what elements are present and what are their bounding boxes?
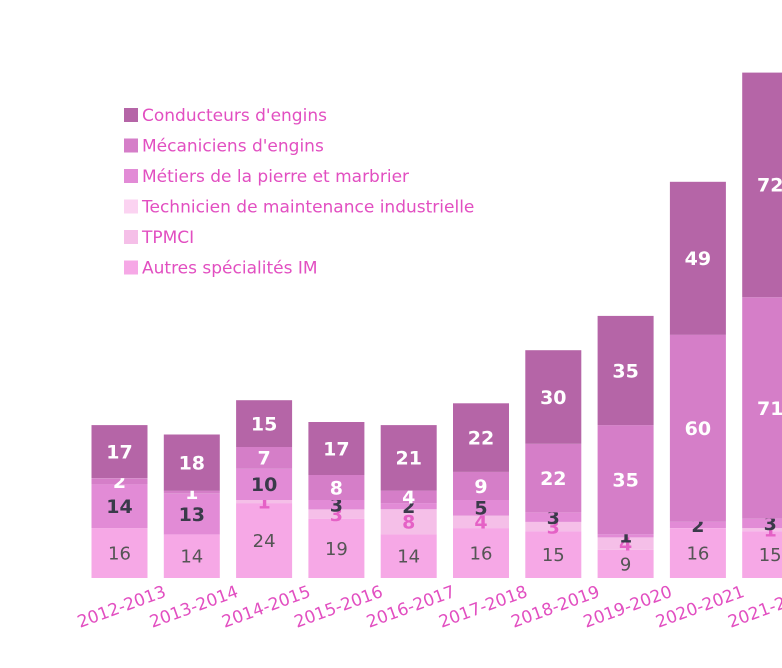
data-label: 22 <box>540 468 566 490</box>
legend-swatch <box>124 108 138 122</box>
data-label: 18 <box>179 452 205 474</box>
data-label: 21 <box>395 448 421 470</box>
data-label: 17 <box>106 442 132 464</box>
data-label: 7 <box>257 448 270 470</box>
data-label: 5 <box>474 498 487 520</box>
legend-label: Métiers de la pierre et marbrier <box>142 167 409 187</box>
legend-swatch <box>124 230 138 244</box>
data-label: 15 <box>251 413 277 435</box>
data-label: 49 <box>685 248 711 270</box>
data-label: 8 <box>330 477 343 499</box>
legend-label: Technicien de maintenance industrielle <box>141 198 474 218</box>
legend-item: Conducteurs d'engins <box>124 106 327 126</box>
legend-item: Métiers de la pierre et marbrier <box>124 167 409 187</box>
data-label: 72 <box>757 175 782 197</box>
data-label: 14 <box>397 547 420 568</box>
data-label: 35 <box>612 470 638 492</box>
data-label: 16 <box>470 544 493 565</box>
data-label: 9 <box>474 476 487 498</box>
data-label: 16 <box>108 544 131 565</box>
data-label: 14 <box>106 496 132 518</box>
data-label: 15 <box>542 545 565 566</box>
data-label: 14 <box>180 547 203 568</box>
data-label: 10 <box>251 474 277 496</box>
legend-item: Technicien de maintenance industrielle <box>124 198 474 218</box>
data-label: 9 <box>620 554 631 575</box>
legend-label: Autres spécialités IM <box>142 259 318 279</box>
legend-item: Autres spécialités IM <box>124 259 318 279</box>
legend-label: Conducteurs d'engins <box>142 106 327 126</box>
legend-swatch <box>124 261 138 275</box>
data-label: 22 <box>468 427 494 449</box>
legend-item: Mécaniciens d'engins <box>124 137 324 157</box>
data-label: 60 <box>685 418 711 440</box>
data-label: 17 <box>323 438 349 460</box>
legend: Conducteurs d'engins Mécaniciens d'engins… <box>124 106 474 279</box>
legend-label: TPMCI <box>141 228 194 248</box>
data-label: 35 <box>612 360 638 382</box>
data-label: 24 <box>253 531 276 552</box>
legend-item: TPMCI <box>124 228 194 248</box>
data-label: 19 <box>325 539 348 560</box>
data-label: 16 <box>686 544 709 565</box>
data-label: 30 <box>540 387 566 409</box>
legend-swatch <box>124 139 138 153</box>
legend-label: Mécaniciens d'engins <box>142 137 324 157</box>
legend-swatch <box>124 169 138 183</box>
legend-swatch <box>124 200 138 214</box>
data-label: 13 <box>179 504 205 526</box>
data-label: 71 <box>757 398 782 420</box>
data-label: 15 <box>759 545 782 566</box>
